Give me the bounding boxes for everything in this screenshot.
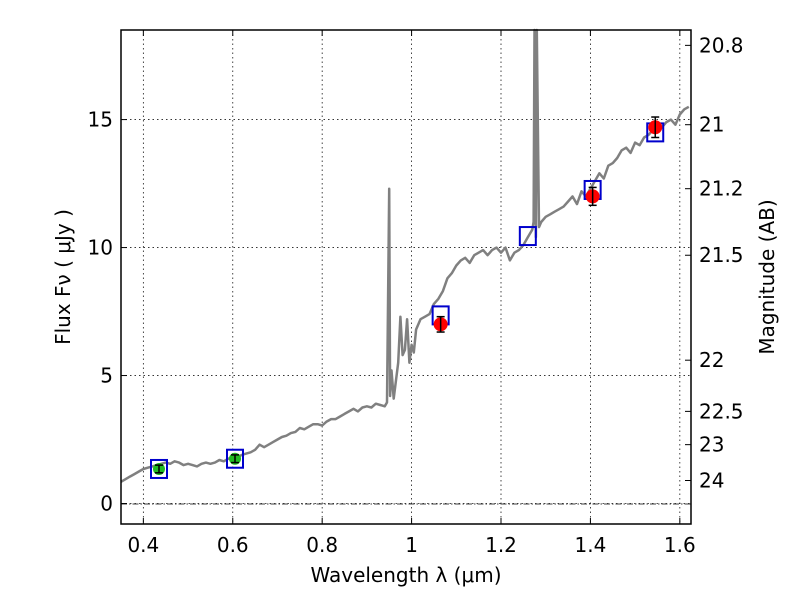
- y-tick-label: 0: [100, 492, 113, 516]
- plot-frame: [120, 29, 692, 525]
- right-tick-label: 22.5: [699, 399, 744, 423]
- y-axis-label: Flux Fν ( μJy ): [51, 209, 75, 345]
- x-tick-label: 0.6: [217, 533, 249, 557]
- x-tick-label: 0.4: [127, 533, 159, 557]
- right-tick-label: 21: [699, 113, 724, 137]
- photometry-markers: [150, 116, 665, 479]
- y-tick-label: 15: [88, 108, 113, 132]
- x-tick-label: 0.8: [306, 533, 338, 557]
- right-tick-label: 20.8: [699, 33, 744, 57]
- y-tick-label: 5: [100, 364, 113, 388]
- grid-lines: [121, 30, 691, 524]
- model-flux-marker: [150, 458, 168, 479]
- right-y-axis-label: Magnitude (AB): [755, 199, 779, 354]
- right-tick-label: 23: [699, 433, 724, 457]
- model-flux-marker: [226, 448, 244, 469]
- x-tick-label: 1.4: [575, 533, 607, 557]
- model-flux-marker: [518, 226, 537, 247]
- right-tick-label: 21.5: [699, 243, 744, 267]
- right-tick-label: 24: [699, 468, 724, 492]
- right-tick-label: 22: [699, 348, 724, 372]
- right-tick-label: 21.2: [699, 177, 744, 201]
- x-axis-label: Wavelength λ (μm): [310, 563, 501, 587]
- x-tick-label: 1.2: [485, 533, 517, 557]
- x-tick-label: 1: [405, 533, 418, 557]
- spectrum-line: [120, 28, 690, 483]
- y-tick-label: 10: [88, 236, 113, 260]
- x-tick-label: 1.6: [664, 533, 696, 557]
- axis-ticks: 0.4 0.6 0.8 1 1.2 1.4 1.6 0 5 10 15 20.8 21 21.2 21.5 2…: [88, 30, 744, 557]
- spectrum-series: [120, 28, 690, 483]
